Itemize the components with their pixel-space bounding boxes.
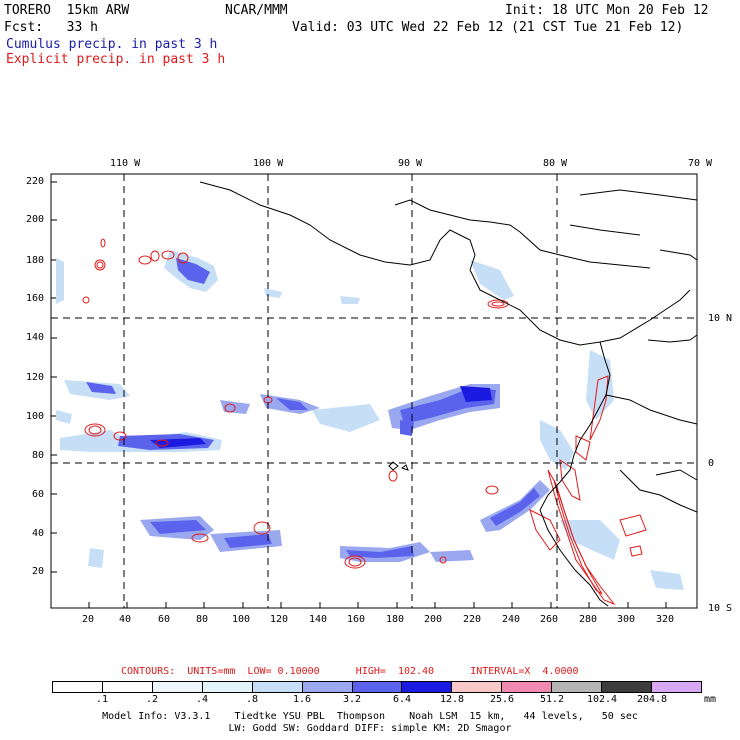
y-tick: 220	[26, 176, 45, 187]
model-name: TORERO 15km ARW	[4, 3, 130, 18]
y-tick: 180	[26, 255, 45, 266]
x-tick: 320	[656, 614, 675, 625]
lon-label-100w: 100 W	[253, 158, 284, 169]
color-swatch	[652, 682, 701, 692]
legend-threshold: 204.8	[636, 694, 668, 705]
color-swatch	[502, 682, 553, 692]
legend-units: mm	[703, 694, 717, 705]
cumulus-precip-areas	[56, 250, 684, 590]
legend-threshold: .8	[245, 694, 259, 705]
color-swatch	[352, 682, 403, 692]
x-tick: 80	[196, 614, 209, 625]
explicit-legend-text: Explicit precip. in past 3 h	[6, 52, 226, 67]
init-time: Init: 18 UTC Mon 20 Feb 12	[505, 3, 709, 18]
legend-threshold: 1.6	[292, 694, 312, 705]
x-tick: 300	[617, 614, 636, 625]
color-swatch	[53, 682, 103, 692]
color-scale	[52, 681, 702, 693]
x-tick: 160	[347, 614, 366, 625]
color-swatch	[252, 682, 303, 692]
y-tick: 80	[32, 450, 45, 461]
color-swatch	[102, 682, 153, 692]
x-tick: 60	[158, 614, 171, 625]
x-tick: 200	[424, 614, 443, 625]
color-swatch	[202, 682, 253, 692]
legend-threshold: .2	[145, 694, 159, 705]
y-tick: 60	[32, 489, 45, 500]
legend-threshold: .4	[195, 694, 209, 705]
model-info-line2: LW: Godd SW: Goddard DIFF: simple KM: 2D…	[228, 723, 512, 734]
explicit-precip-contours	[82, 238, 647, 606]
color-swatch	[302, 682, 353, 692]
legend-threshold: 25.6	[489, 694, 515, 705]
forecast-hour: Fcst: 33 h	[4, 20, 98, 35]
x-tick: 220	[463, 614, 482, 625]
contour-info: CONTOURS: UNITS=mm LOW= 0.10000 HIGH= 10…	[121, 666, 579, 677]
x-tick: 100	[232, 614, 251, 625]
legend-threshold: 102.4	[586, 694, 618, 705]
x-tick: 120	[270, 614, 289, 625]
lat-lon-grid	[51, 174, 697, 608]
coastline	[199, 181, 698, 607]
lon-label-90w: 90 W	[398, 158, 423, 169]
valid-time: Valid: 03 UTC Wed 22 Feb 12 (21 CST Tue …	[292, 20, 684, 35]
color-swatch	[602, 682, 653, 692]
y-tick: 100	[26, 411, 45, 422]
color-swatch	[152, 682, 203, 692]
lat-label-10s: 10 S	[708, 603, 733, 614]
legend-threshold: 51.2	[539, 694, 565, 705]
legend-threshold: 12.8	[439, 694, 465, 705]
organization: NCAR/MMM	[225, 3, 288, 18]
y-tick: 160	[26, 293, 45, 304]
lat-label-10n: 10 N	[708, 313, 733, 324]
y-tick: 200	[26, 214, 45, 225]
y-tick: 120	[26, 372, 45, 383]
y-tick: 20	[32, 566, 45, 577]
lon-label-70w: 70 W	[688, 158, 713, 169]
color-swatch	[452, 682, 503, 692]
cumulus-legend-text: Cumulus precip. in past 3 h	[6, 37, 218, 52]
lon-label-80w: 80 W	[543, 158, 568, 169]
color-swatch	[552, 682, 603, 692]
x-tick: 140	[309, 614, 328, 625]
lon-label-110w: 110 W	[110, 158, 141, 169]
x-tick: 240	[502, 614, 521, 625]
x-tick: 40	[119, 614, 132, 625]
x-tick: 280	[579, 614, 598, 625]
y-tick: 140	[26, 332, 45, 343]
x-tick: 180	[386, 614, 405, 625]
legend-threshold: .1	[95, 694, 109, 705]
x-tick: 20	[82, 614, 95, 625]
lat-label-0: 0	[708, 458, 715, 469]
model-info-line1: Model Info: V3.3.1 Tiedtke YSU PBL Thomp…	[102, 711, 638, 722]
color-swatch	[402, 682, 453, 692]
legend-threshold: 3.2	[342, 694, 362, 705]
x-tick: 260	[540, 614, 559, 625]
y-tick: 40	[32, 528, 45, 539]
legend-threshold: 6.4	[392, 694, 412, 705]
